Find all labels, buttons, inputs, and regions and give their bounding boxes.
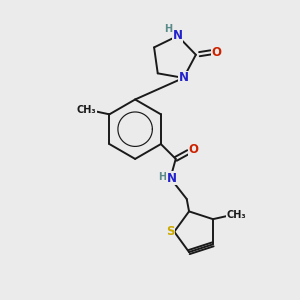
Text: N: N [167,172,177,185]
Text: O: O [212,46,222,59]
Text: N: N [178,71,188,84]
Text: CH₃: CH₃ [77,105,96,115]
Text: H: H [164,24,172,34]
Text: S: S [166,225,174,238]
Text: N: N [172,29,183,42]
Text: H: H [158,172,166,182]
Text: O: O [189,143,199,156]
Text: CH₃: CH₃ [226,210,246,220]
